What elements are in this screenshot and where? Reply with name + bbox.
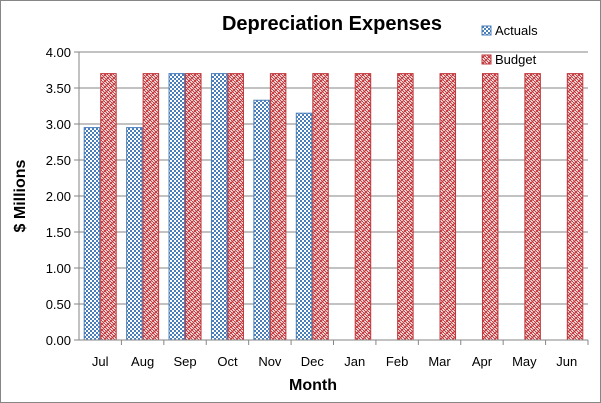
bar-budget (524, 73, 541, 341)
legend: Actuals Budget (481, 23, 538, 67)
legend-swatch-actuals (481, 25, 492, 36)
bar-budget (354, 73, 372, 341)
y-tick-label: 0.00 (46, 333, 71, 348)
y-tick-label: 3.50 (46, 81, 71, 96)
x-tick-label: May (512, 354, 537, 369)
bar-budget (566, 73, 584, 341)
x-tick-labels: Jul Aug Sep Oct Nov Dec Jan Feb Mar Apr May Jun (92, 340, 589, 369)
x-tick-label: Nov (258, 354, 282, 369)
bar-actuals (83, 127, 101, 341)
chart-title: Depreciation Expenses (222, 13, 442, 35)
y-tick-label: 2.00 (46, 189, 71, 204)
bar-budget (397, 73, 414, 341)
bar-budget (481, 73, 499, 341)
x-tick-label: Jan (344, 354, 365, 369)
x-axis-title: Month (289, 377, 337, 394)
bar-actuals (126, 127, 143, 341)
bar-budget (312, 73, 329, 341)
legend-label-budget: Budget (495, 52, 537, 67)
x-tick-label: Dec (301, 354, 325, 369)
x-tick-label: Oct (217, 354, 238, 369)
y-tick-labels: 0.00 0.50 1.00 1.50 2.00 2.50 3.00 3.50 4.00 (46, 45, 79, 348)
y-axis-title: $ Millions (12, 159, 29, 232)
y-tick-label: 1.00 (46, 261, 71, 276)
x-tick-label: Mar (428, 354, 451, 369)
bar-actuals (253, 99, 270, 341)
y-tick-label: 0.50 (46, 297, 71, 312)
legend-label-actuals: Actuals (495, 23, 538, 38)
bar-budget (439, 73, 457, 341)
y-tick-label: 2.50 (46, 153, 71, 168)
y-tick-label: 3.00 (46, 117, 71, 132)
bar-actuals (210, 73, 228, 341)
bar-budget (185, 73, 202, 341)
bar-budget (100, 73, 117, 341)
bars (83, 73, 584, 341)
y-tick-label: 1.50 (46, 225, 71, 240)
bar-budget (227, 73, 244, 341)
x-tick-label: Feb (386, 354, 408, 369)
bar-budget (269, 73, 287, 341)
x-tick-label: Aug (131, 354, 154, 369)
bar-budget (142, 73, 160, 341)
gridlines (79, 51, 588, 305)
x-tick-label: Sep (173, 354, 196, 369)
x-tick-label: Apr (472, 354, 493, 369)
bar-actuals (295, 112, 313, 341)
x-tick-label: Jun (556, 354, 577, 369)
bar-actuals (168, 73, 186, 341)
x-tick-label: Jul (92, 354, 109, 369)
legend-swatch-budget (481, 54, 492, 65)
y-tick-label: 4.00 (46, 45, 71, 60)
